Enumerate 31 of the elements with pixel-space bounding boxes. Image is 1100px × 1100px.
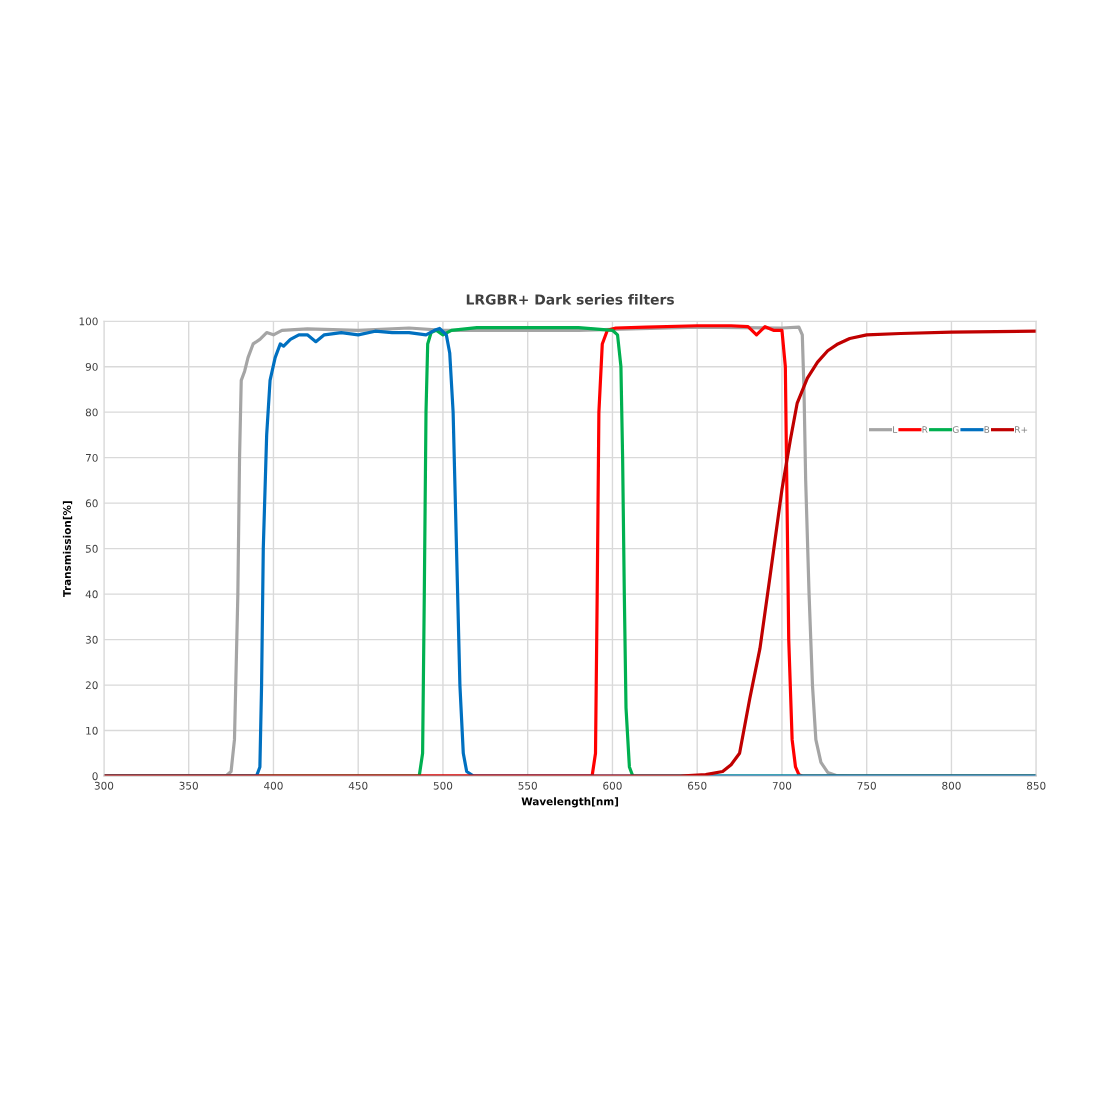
x-axis-title: Wavelength[nm] <box>521 797 619 808</box>
x-tick-label: 400 <box>264 781 283 790</box>
legend-label: R <box>922 426 928 433</box>
x-tick-label: 750 <box>857 781 876 790</box>
y-tick-label: 10 <box>86 726 98 735</box>
legend-label: B <box>984 426 990 433</box>
y-tick-label: 0 <box>92 772 98 781</box>
x-tick-label: 450 <box>348 781 368 790</box>
x-tick-label: 300 <box>94 781 114 790</box>
x-tick-label: 500 <box>433 781 453 790</box>
legend-label: L <box>893 426 898 433</box>
x-tick-label: 650 <box>687 781 707 790</box>
y-tick-label: 80 <box>85 408 98 417</box>
chart-title: LRGBR+ Dark series filters <box>466 293 674 305</box>
y-tick-label: 70 <box>85 453 98 462</box>
x-tick-label: 700 <box>772 781 792 790</box>
y-tick-label: 90 <box>85 362 98 371</box>
legend-label: G <box>952 426 959 433</box>
y-tick-label: 100 <box>79 317 98 326</box>
y-tick-label: 40 <box>85 590 98 599</box>
y-tick-label: 20 <box>85 681 98 690</box>
y-tick-label: 50 <box>85 544 98 553</box>
y-tick-label: 30 <box>85 635 98 644</box>
legend-label: R+ <box>1015 426 1028 433</box>
x-tick-label: 600 <box>603 781 622 790</box>
x-tick-label: 350 <box>179 781 198 790</box>
x-tick-label: 850 <box>1026 781 1046 790</box>
x-tick-label: 800 <box>942 781 961 790</box>
y-axis-title: Transmission[%] <box>62 501 73 597</box>
x-tick-label: 550 <box>518 781 537 790</box>
y-tick-label: 60 <box>85 499 98 508</box>
